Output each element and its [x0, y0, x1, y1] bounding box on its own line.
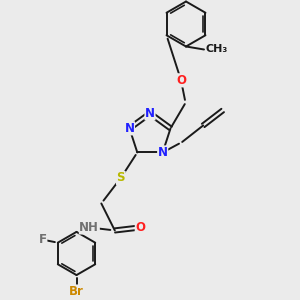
Text: NH: NH — [80, 221, 99, 234]
Text: O: O — [135, 221, 145, 234]
Text: N: N — [124, 122, 134, 135]
Text: CH₃: CH₃ — [206, 44, 228, 55]
Text: O: O — [176, 74, 186, 87]
Text: N: N — [145, 107, 155, 120]
Text: F: F — [39, 233, 47, 246]
Text: N: N — [158, 146, 168, 159]
Text: S: S — [117, 172, 125, 184]
Text: Br: Br — [69, 285, 84, 298]
